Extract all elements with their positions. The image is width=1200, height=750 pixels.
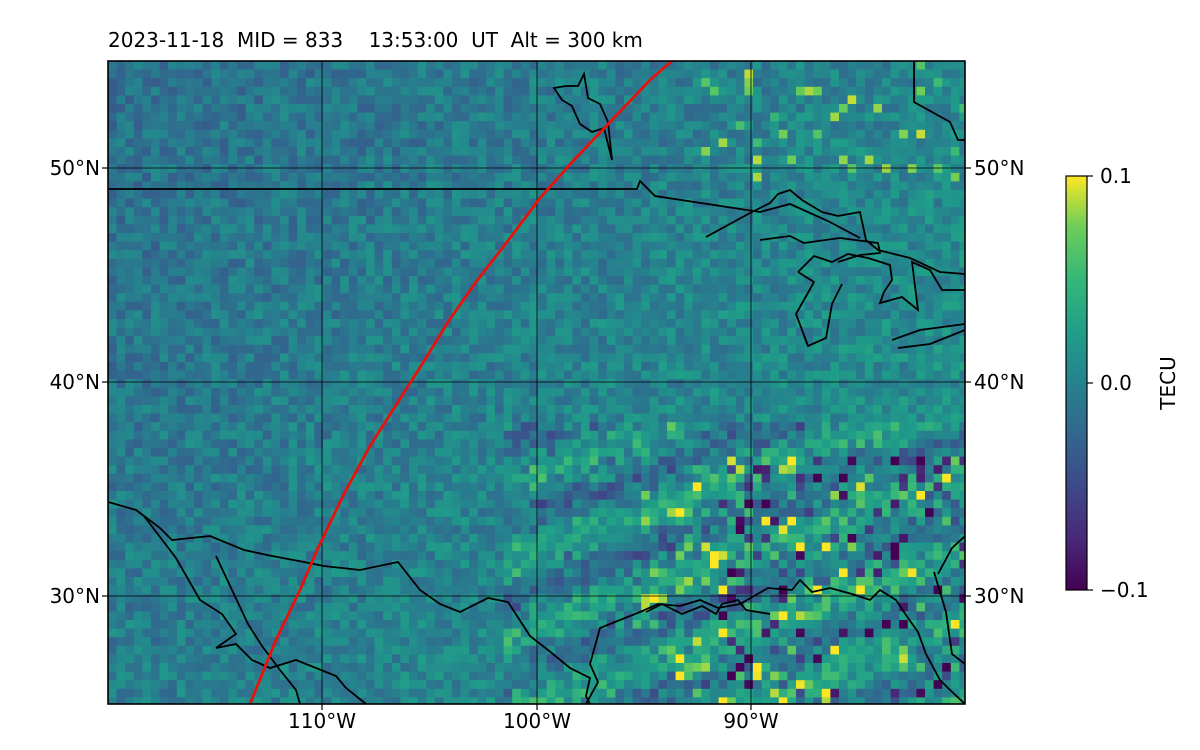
lon-label-110: 110°W (288, 709, 356, 733)
colorbar (1065, 175, 1088, 591)
satellite-track (248, 61, 673, 704)
lat-label-40-right: 40°N (974, 370, 1024, 394)
coastlines (108, 61, 965, 704)
lat-label-30-left: 30°N (50, 584, 100, 608)
colorbar-label: TECU (1156, 356, 1180, 410)
colorbar-tick-max: 0.1 (1100, 164, 1132, 188)
lat-label-50-right: 50°N (974, 156, 1024, 180)
axis-ticks (102, 167, 971, 710)
lat-label-40-left: 40°N (50, 370, 100, 394)
colorbar-tick-min: −0.1 (1100, 578, 1149, 602)
tec-heatmap (108, 61, 965, 704)
lat-label-50-left: 50°N (50, 156, 100, 180)
lon-label-90: 90°W (723, 709, 778, 733)
colorbar-tick-zero: 0.0 (1100, 371, 1132, 395)
map-title: 2023-11-18 MID = 833 13:53:00 UT Alt = 3… (108, 28, 643, 52)
lon-label-100: 100°W (503, 709, 571, 733)
lat-label-30-right: 30°N (974, 584, 1024, 608)
